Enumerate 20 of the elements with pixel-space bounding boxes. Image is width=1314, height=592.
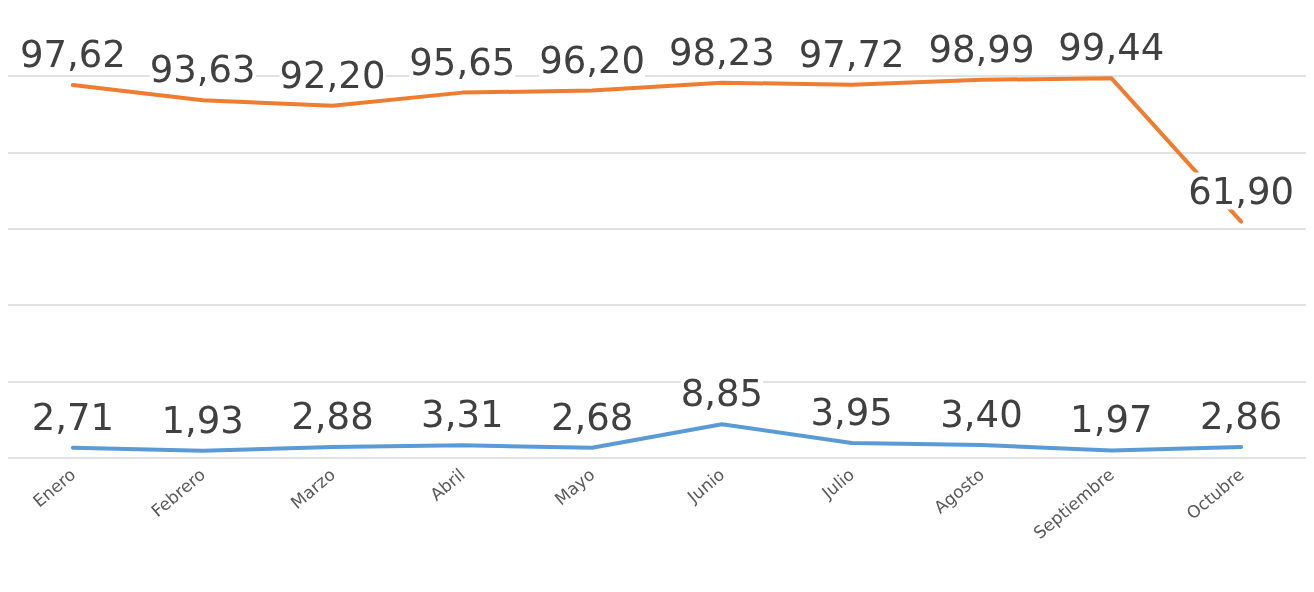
data-label: 2,68	[550, 395, 634, 439]
data-label: 99,44	[1058, 26, 1165, 70]
data-label: 96,20	[539, 38, 646, 82]
data-label: 97,72	[798, 32, 905, 76]
data-label: 92,20	[279, 53, 386, 97]
data-label: 97,62	[19, 33, 126, 77]
data-label: 2,71	[31, 395, 115, 439]
data-label: 3,40	[940, 393, 1023, 437]
data-label: 8,85	[680, 372, 764, 416]
data-label: 1,93	[161, 398, 244, 442]
data-label: 98,99	[928, 27, 1035, 71]
data-label: 3,31	[421, 393, 504, 437]
data-label: 3,95	[810, 390, 893, 434]
data-label: 93,63	[149, 48, 256, 92]
data-label: 2,86	[1199, 395, 1283, 439]
data-label: 98,23	[668, 30, 775, 74]
data-label: 1,97	[1070, 398, 1153, 442]
data-label: 95,65	[409, 40, 516, 84]
data-label: 2,88	[291, 395, 374, 438]
data-label: 61,90	[1188, 169, 1295, 213]
